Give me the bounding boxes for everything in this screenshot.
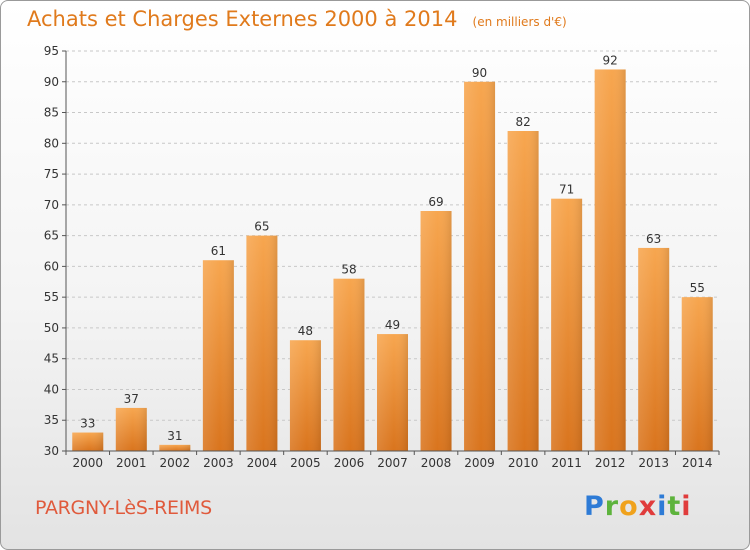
y-tick-label: 85 bbox=[44, 106, 59, 120]
y-tick-label: 65 bbox=[44, 229, 59, 243]
bar-value-label: 82 bbox=[515, 115, 530, 129]
bar-value-label: 63 bbox=[646, 232, 661, 246]
bar-shade bbox=[681, 297, 713, 451]
bar-value-label: 49 bbox=[385, 318, 400, 332]
y-tick-label: 30 bbox=[44, 444, 59, 458]
bar-shade bbox=[464, 81, 496, 452]
bar-shade bbox=[289, 340, 321, 451]
bar-value-label: 61 bbox=[211, 244, 226, 258]
x-tick-label: 2009 bbox=[464, 456, 495, 470]
x-tick-label: 2002 bbox=[160, 456, 191, 470]
y-tick-label: 75 bbox=[44, 167, 59, 181]
logo-letter: i bbox=[681, 491, 692, 522]
y-tick-label: 35 bbox=[44, 413, 59, 427]
x-tick-label: 2001 bbox=[116, 456, 147, 470]
x-tick-label: 2012 bbox=[595, 456, 626, 470]
x-tick-label: 2011 bbox=[551, 456, 582, 470]
y-tick-label: 80 bbox=[44, 136, 59, 150]
bar-shade bbox=[246, 235, 278, 451]
logo-letter: x bbox=[638, 491, 658, 522]
x-tick-label: 2013 bbox=[638, 456, 669, 470]
x-tick-label: 2003 bbox=[203, 456, 234, 470]
y-tick-label: 50 bbox=[44, 321, 59, 335]
y-tick-label: 45 bbox=[44, 352, 59, 366]
x-tick-label: 2014 bbox=[682, 456, 713, 470]
chart-subtitle: (en milliers d'€) bbox=[472, 15, 567, 29]
logo-letter: i bbox=[657, 491, 668, 522]
bar-value-label: 48 bbox=[298, 324, 313, 338]
y-tick-label: 95 bbox=[44, 44, 59, 58]
y-tick-label: 60 bbox=[44, 259, 59, 273]
x-tick-label: 2010 bbox=[508, 456, 539, 470]
bar-shade bbox=[551, 198, 583, 451]
y-tick-label: 40 bbox=[44, 382, 59, 396]
x-tick-label: 2005 bbox=[290, 456, 321, 470]
bar-shade bbox=[507, 131, 539, 451]
bar-shade bbox=[333, 278, 365, 451]
chart-title: Achats et Charges Externes 2000 à 2014 bbox=[27, 7, 458, 31]
logo-letter: t bbox=[667, 491, 682, 522]
bar-value-label: 69 bbox=[428, 195, 443, 209]
bar-value-label: 31 bbox=[167, 429, 182, 443]
commune-name: PARGNY-LèS-REIMS bbox=[35, 497, 212, 519]
bar-shade bbox=[202, 260, 234, 451]
logo-letter: r bbox=[604, 491, 620, 522]
bar-shade bbox=[594, 69, 626, 451]
bar-value-label: 92 bbox=[603, 53, 618, 67]
bar-shade bbox=[115, 407, 147, 451]
y-tick-label: 55 bbox=[44, 290, 59, 304]
axes: 30 35 40 45 50 55 60 65 70 75 80 85 90 95 2000 2001 2002… bbox=[44, 44, 720, 470]
x-tick-label: 2008 bbox=[421, 456, 452, 470]
y-tick-label: 90 bbox=[44, 75, 59, 89]
proxiti-logo: Proxiti bbox=[584, 491, 692, 522]
bar-value-label: 55 bbox=[690, 281, 705, 295]
logo-letter: P bbox=[584, 491, 605, 522]
bar-value-label: 71 bbox=[559, 183, 574, 197]
bar-value-label: 37 bbox=[124, 392, 139, 406]
bar-shade bbox=[420, 211, 452, 451]
bar-value-label: 65 bbox=[254, 220, 269, 234]
logo-letter: o bbox=[619, 491, 639, 522]
bar-shade bbox=[638, 247, 670, 451]
bar-value-label: 58 bbox=[341, 263, 356, 277]
bar-value-label: 33 bbox=[80, 417, 95, 431]
bar-shade bbox=[72, 432, 104, 451]
bars: 33 37 31 61 65 48 58 49 69 90 82 71 92 63 55 bbox=[72, 53, 713, 452]
x-tick-label: 2006 bbox=[334, 456, 365, 470]
x-tick-label: 2000 bbox=[72, 456, 103, 470]
x-tick-label: 2004 bbox=[247, 456, 278, 470]
bar-value-label: 90 bbox=[472, 66, 487, 80]
bar-shade bbox=[159, 444, 191, 451]
y-tick-label: 70 bbox=[44, 198, 59, 212]
chart-header: Achats et Charges Externes 2000 à 2014 (… bbox=[27, 7, 567, 31]
x-tick-label: 2007 bbox=[377, 456, 408, 470]
bar-shade bbox=[377, 334, 408, 451]
